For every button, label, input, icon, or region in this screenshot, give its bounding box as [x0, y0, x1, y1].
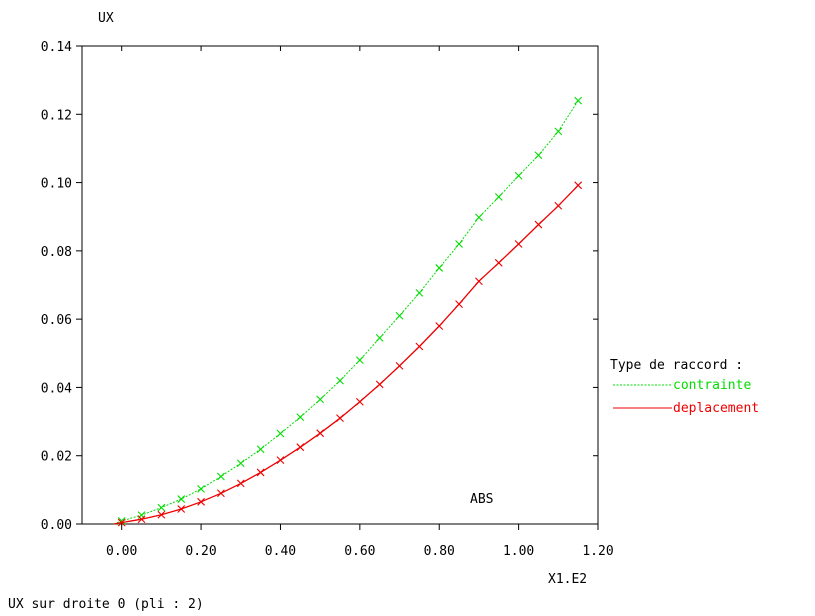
data-point: [574, 96, 583, 105]
legend-title: Type de raccord :: [610, 358, 743, 373]
y-tick-label: 0.02: [41, 450, 72, 465]
x-scale-label: X1.E2: [548, 572, 587, 587]
data-point: [177, 505, 186, 513]
data-point: [117, 518, 126, 527]
footer-caption: UX sur droite 0 (pli : 2): [8, 597, 204, 612]
data-point: [217, 489, 225, 498]
data-point: [296, 443, 305, 452]
data-point: [197, 497, 205, 506]
data-point: [236, 479, 245, 488]
data-point: [415, 342, 424, 351]
data-point: [435, 264, 444, 272]
data-point: [276, 429, 285, 438]
y-tick-label: 0.04: [41, 381, 72, 396]
data-point: [296, 413, 305, 422]
data-point: [256, 468, 265, 477]
data-point: [455, 240, 463, 248]
plot-frame: [81, 45, 599, 525]
data-point: [415, 288, 424, 297]
data-point: [554, 201, 563, 210]
data-point: [336, 414, 344, 423]
legend-label-contrainte: contrainte: [673, 378, 751, 393]
y-tick-label: 0.00: [41, 518, 72, 533]
data-point: [534, 220, 543, 229]
data-point: [494, 193, 503, 201]
y-tick-label: 0.14: [41, 40, 72, 55]
data-point: [316, 395, 325, 404]
y-tick-label: 0.08: [41, 245, 72, 260]
y-axis-label: UX: [98, 11, 114, 26]
data-point: [395, 362, 404, 370]
data-point: [455, 300, 463, 309]
x-tick-label: 1.00: [503, 544, 534, 559]
data-point: [574, 181, 583, 190]
data-point: [375, 380, 384, 389]
series-line-contrainte: [113, 100, 579, 525]
series-contrainte: [113, 96, 583, 525]
data-point: [316, 429, 325, 438]
data-point: [534, 151, 543, 160]
x-axis: 0.00 0.20 0.40 0.60 0.80 1.00 1.20: [106, 46, 614, 559]
data-point: [435, 322, 444, 330]
data-point: [355, 397, 364, 406]
data-point: [157, 503, 166, 512]
data-point: [157, 510, 166, 519]
y-tick-label: 0.10: [41, 177, 72, 192]
data-point: [494, 258, 503, 267]
data-point: [554, 127, 563, 136]
data-point: [197, 484, 205, 493]
series-deplacement: [113, 181, 583, 527]
data-point: [236, 459, 245, 468]
data-point: [475, 277, 483, 286]
x-tick-label: 0.00: [106, 544, 137, 559]
x-axis-label: ABS: [470, 492, 493, 507]
series-layer: [113, 96, 583, 527]
x-tick-label: 0.60: [344, 544, 375, 559]
data-point: [256, 445, 265, 454]
data-point: [276, 456, 285, 465]
x-tick-label: 1.20: [582, 544, 613, 559]
data-point: [514, 171, 523, 180]
data-point: [217, 472, 225, 481]
series-line-deplacement: [113, 184, 579, 525]
x-tick-label: 0.40: [265, 544, 296, 559]
data-point: [395, 311, 404, 320]
data-point: [355, 356, 364, 365]
data-point: [137, 511, 146, 520]
data-point: [177, 495, 186, 503]
legend-label-deplacement: deplacement: [673, 401, 759, 416]
legend: Type de raccord : contrainte deplacement: [610, 358, 759, 416]
data-point: [375, 334, 384, 342]
data-point: [137, 515, 146, 524]
x-tick-label: 0.80: [424, 544, 455, 559]
y-tick-label: 0.06: [41, 313, 72, 328]
data-point: [475, 213, 483, 222]
data-point: [514, 240, 523, 248]
y-tick-label: 0.12: [41, 108, 72, 123]
x-tick-label: 0.20: [185, 544, 216, 559]
data-point: [336, 376, 344, 385]
y-axis: 0.00 0.02 0.04 0.06 0.08 0.10 0.12 0.14: [41, 40, 598, 533]
